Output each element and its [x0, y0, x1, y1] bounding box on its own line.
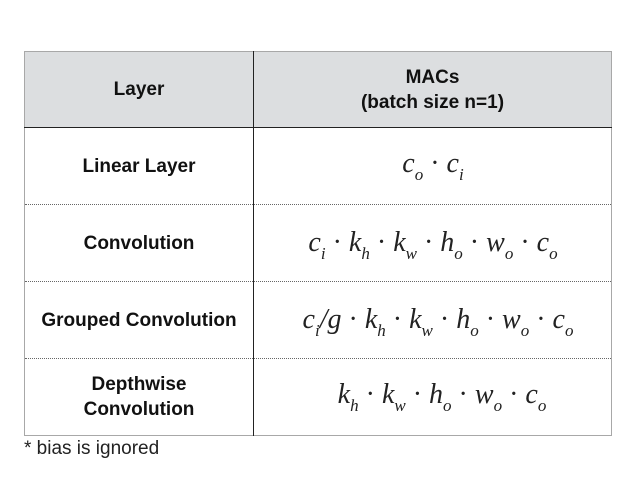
layer-name-depthwise-line2: Convolution — [83, 399, 195, 420]
macs-table: Layer MACs (batch size n=1) Linear Layer… — [24, 51, 612, 436]
table-row: Convolution ci · kh · kw · ho · wo · co — [24, 204, 612, 282]
formula-convolution: ci · kh · kw · ho · wo · co — [253, 204, 612, 282]
table-row: Grouped Convolution ci/g · kh · kw · ho … — [24, 281, 612, 359]
formula-grouped-convolution: ci/g · kh · kw · ho · wo · co — [253, 281, 612, 359]
svg-text:kh · kw · ho · wo · co: kh · kw · ho · wo · co — [338, 379, 547, 415]
layer-name-convolution: Convolution — [24, 204, 254, 282]
formula-linear-math: co · ci — [402, 148, 464, 184]
layer-name-grouped-convolution: Grouped Convolution — [24, 281, 254, 359]
formula-depthwise-convolution-math: kh · kw · ho · wo · co — [338, 379, 547, 415]
table-row: Depthwise Convolution kh · kw · ho · wo … — [24, 358, 612, 436]
formula-grouped-convolution-math: ci/g · kh · kw · ho · wo · co — [303, 304, 574, 340]
layer-name-linear: Linear Layer — [24, 127, 254, 205]
svg-text:co · ci: co · ci — [402, 148, 464, 184]
header-macs: MACs (batch size n=1) — [253, 51, 612, 128]
header-macs-title: MACs — [405, 66, 460, 88]
header-layer: Layer — [24, 51, 254, 128]
svg-text:ci · kh · kw · ho · wo · co: ci · kh · kw · ho · wo · co — [308, 227, 557, 263]
svg-text:ci/g · kh · kw · ho · wo · co: ci/g · kh · kw · ho · wo · co — [303, 304, 574, 340]
header-macs-subtitle: (batch size n=1) — [360, 91, 505, 113]
layer-name-depthwise-convolution: Depthwise Convolution — [24, 358, 254, 436]
formula-depthwise-convolution: kh · kw · ho · wo · co — [253, 358, 612, 436]
table-row: Linear Layer co · ci — [24, 127, 612, 205]
formula-convolution-math: ci · kh · kw · ho · wo · co — [308, 227, 557, 263]
layer-name-depthwise-line1: Depthwise — [91, 374, 187, 395]
footnote: * bias is ignored — [24, 438, 160, 459]
table-header-row: Layer MACs (batch size n=1) — [24, 51, 612, 128]
formula-linear: co · ci — [253, 127, 612, 205]
